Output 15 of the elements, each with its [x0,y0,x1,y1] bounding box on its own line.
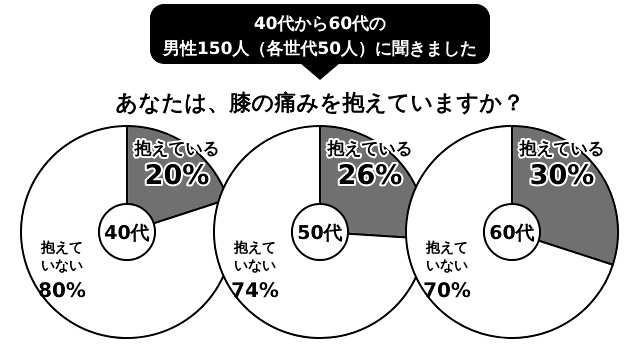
data-label: 80% [38,278,86,302]
text: 40代 [104,222,150,244]
data-label: 30% [530,160,594,191]
slice-label: 抱えていない [425,240,468,274]
slice-label: 抱えていない [233,240,276,274]
text: 40代から60代の [254,14,386,34]
text: 60代 [489,222,535,244]
data-label: 20% [144,160,210,191]
data-label: 74% [231,278,279,302]
data-label: 26% [338,160,402,191]
text: あなたは、膝の痛みを抱えていますか？ [116,91,524,116]
text: 男性150人（各世代50人）に聞きました [162,39,478,59]
text: 50代 [297,222,343,244]
data-label: 70% [423,278,471,302]
slice-label: 抱えていない [40,240,83,274]
